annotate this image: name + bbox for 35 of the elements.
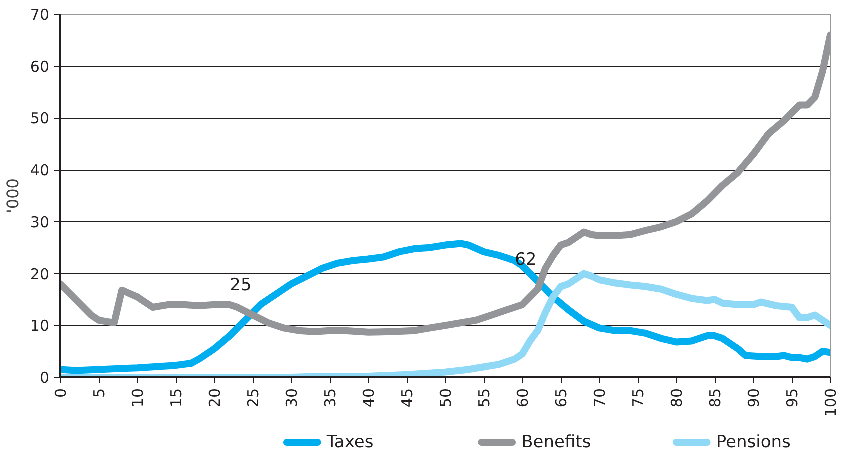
x-tick-label: 95 (784, 388, 802, 408)
x-tick-label: 40 (360, 388, 378, 408)
x-tick-label: 50 (437, 388, 455, 408)
y-tick-label: 70 (30, 6, 50, 24)
x-tick-label: 90 (745, 388, 763, 408)
x-tick-label: 20 (206, 388, 224, 408)
x-tick-label: 10 (129, 388, 147, 408)
legend-label: Benefits (522, 432, 592, 452)
x-tick-label: 15 (168, 388, 186, 408)
annotation: 25 (230, 276, 252, 296)
y-tick-label: 10 (30, 317, 50, 336)
x-tick-label: 70 (591, 388, 609, 408)
legend-label: Taxes (326, 432, 374, 452)
y-tick-label: 30 (30, 213, 50, 232)
y-axis-title: '000 (3, 178, 22, 214)
x-tick-label: 100 (822, 388, 840, 418)
x-tick-label: 75 (630, 388, 648, 408)
y-tick-label: 50 (30, 110, 50, 128)
x-tick-label: 55 (476, 388, 494, 408)
x-tick-label: 80 (668, 388, 686, 408)
y-tick-label: 40 (30, 162, 50, 180)
x-tick-label: 60 (514, 388, 532, 408)
y-tick-label: 20 (30, 265, 50, 284)
x-tick-label: 35 (322, 388, 340, 408)
x-tick-label: 65 (552, 388, 570, 408)
x-tick-label: 25 (244, 388, 262, 408)
y-tick-label: 60 (30, 58, 50, 76)
x-tick-label: 0 (52, 388, 70, 398)
x-tick-label: 45 (398, 388, 416, 408)
legend-label: Pensions (716, 432, 791, 452)
x-tick-label: 5 (90, 388, 108, 398)
x-tick-label: 30 (283, 388, 301, 408)
annotation: 62 (515, 250, 537, 270)
x-tick-label: 85 (706, 388, 724, 408)
y-tick-label: 0 (40, 369, 50, 387)
